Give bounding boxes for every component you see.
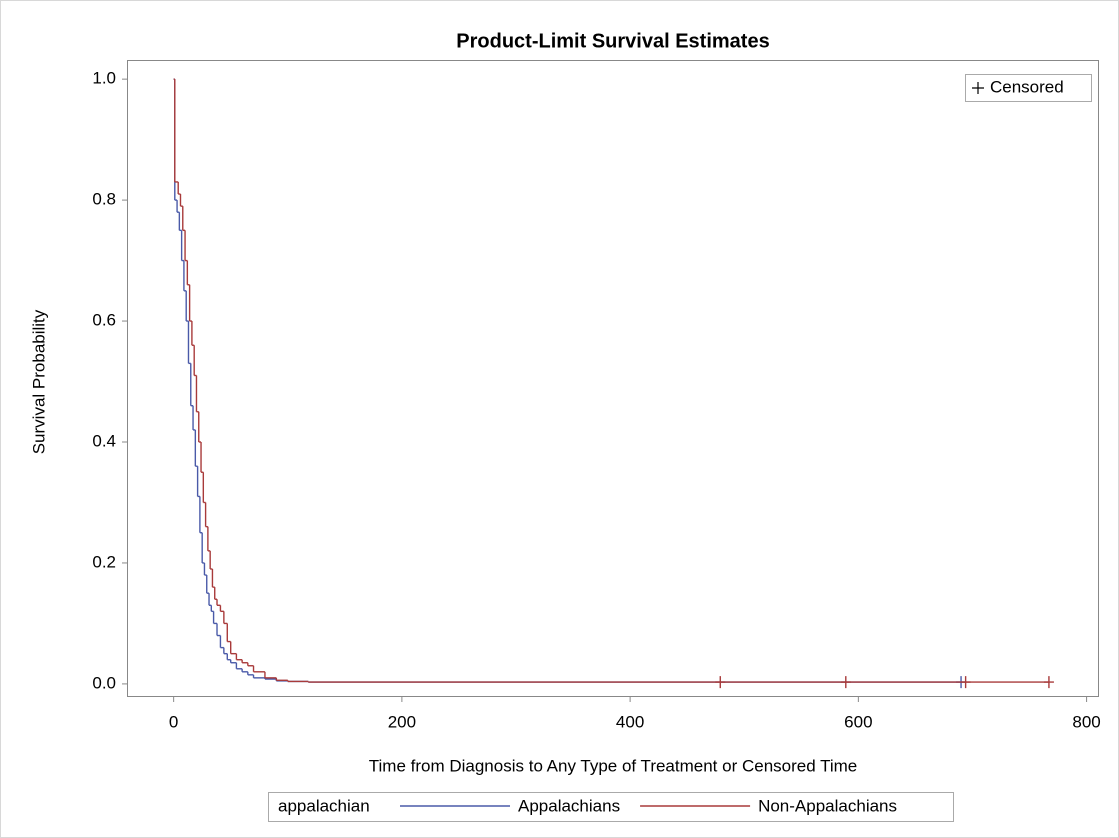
censored-marker	[960, 676, 971, 689]
x-tick-label: 200	[388, 712, 416, 731]
censored-legend-symbol	[972, 82, 984, 94]
y-tick-label: 0.4	[92, 431, 116, 450]
y-tick-label: 1.0	[92, 69, 116, 88]
y-tick-label: 0.0	[92, 673, 116, 692]
y-axis-title: Survival Probability	[29, 309, 48, 454]
y-tick-label: 0.6	[92, 311, 116, 330]
y-tick-label: 0.2	[92, 552, 116, 571]
legend-title: appalachian	[278, 796, 370, 815]
censored-legend	[965, 74, 1092, 102]
legend-label: Non-Appalachians	[758, 796, 897, 815]
legend	[268, 792, 954, 822]
censored-marker	[840, 676, 851, 689]
y-tick-label: 0.8	[92, 190, 116, 209]
legend-label: Appalachians	[518, 796, 620, 815]
censored-marker	[715, 676, 726, 689]
x-tick-label: 0	[169, 712, 178, 731]
x-tick-label: 600	[844, 712, 872, 731]
plot-area	[127, 60, 1099, 697]
censored-marker	[1043, 676, 1054, 689]
x-tick-label: 800	[1072, 712, 1100, 731]
x-tick-label: 400	[616, 712, 644, 731]
chart-title: Product-Limit Survival Estimates	[456, 30, 769, 52]
x-axis-title: Time from Diagnosis to Any Type of Treat…	[369, 756, 857, 775]
censored-legend-label: Censored	[990, 77, 1064, 96]
